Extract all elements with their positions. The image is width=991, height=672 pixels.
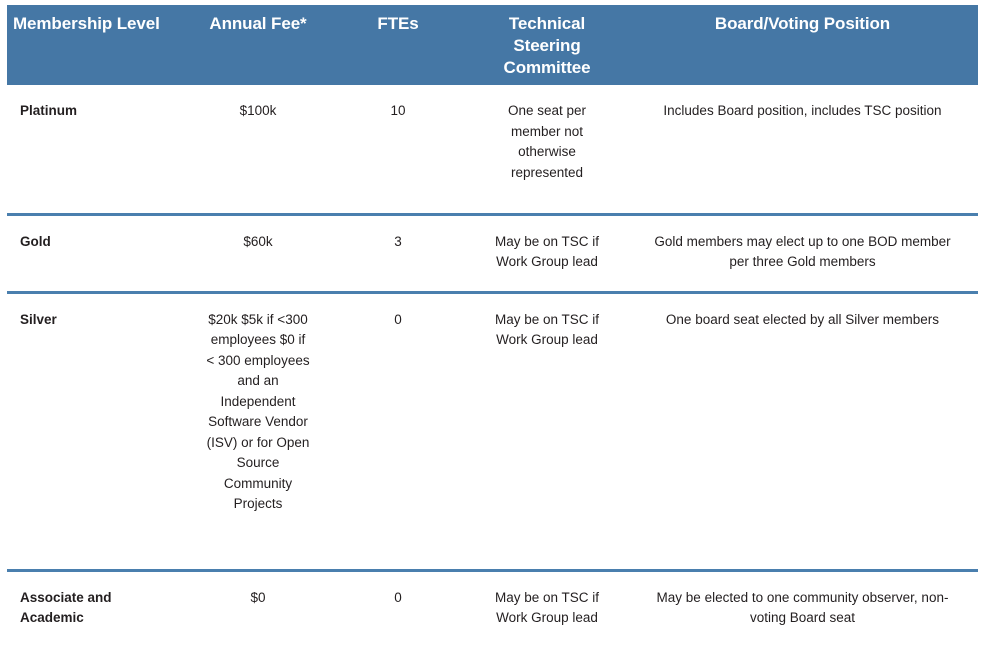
cell-level-platinum-text: Platinum (20, 103, 78, 118)
membership-levels-table-container: Membership Level Annual Fee* FTEs Techni… (7, 5, 978, 660)
cell-board-platinum: Includes Board position, includes TSC po… (627, 85, 978, 216)
table-body: Platinum $100k 10 One seat per member no… (7, 85, 978, 660)
table-header-row: Membership Level Annual Fee* FTEs Techni… (7, 5, 978, 85)
cell-level-gold-text: Gold (20, 233, 51, 249)
cell-tsc-platinum: One seat per member not otherwise repres… (467, 85, 627, 216)
cell-tsc-associate-text: May be on TSC if Work Group lead (494, 589, 600, 626)
cell-fee-associate: $0 (187, 570, 329, 660)
cell-tsc-silver-text: May be on TSC if Work Group lead (494, 311, 600, 348)
cell-board-silver: One board seat elected by all Silver mem… (627, 292, 978, 572)
membership-levels-table: Membership Level Annual Fee* FTEs Techni… (7, 5, 978, 660)
cell-ftes-associate: 0 (329, 570, 467, 660)
column-header-annual-fee: Annual Fee* (187, 5, 329, 85)
cell-tsc-silver: May be on TSC if Work Group lead (467, 292, 627, 572)
cell-board-silver-text: One board seat elected by all Silver mem… (665, 311, 940, 327)
cell-level-gold: Gold (7, 214, 187, 294)
cell-fee-silver: $20k $5k if <300 employees $0 if < 300 e… (187, 292, 329, 572)
cell-tsc-platinum-text: One seat per member not otherwise repres… (507, 103, 587, 180)
cell-level-associate: Associate and Academic (7, 570, 187, 660)
cell-tsc-gold: May be on TSC if Work Group lead (467, 214, 627, 294)
cell-ftes-platinum: 10 (329, 85, 467, 216)
column-header-membership-level: Membership Level (7, 5, 187, 85)
cell-board-associate: May be elected to one community observer… (627, 570, 978, 660)
cell-fee-associate-text: $0 (250, 589, 266, 605)
column-header-board-voting-position: Board/Voting Position (627, 5, 978, 85)
table-row-silver: Silver $20k $5k if <300 employees $0 if … (7, 292, 978, 572)
column-header-technical-steering-committee: Technical Steering Committee (467, 5, 627, 85)
cell-fee-silver-text: $20k $5k if <300 employees $0 if < 300 e… (206, 311, 310, 512)
cell-level-platinum: Platinum (7, 85, 187, 216)
cell-level-silver: Silver (7, 292, 187, 572)
cell-board-associate-text: May be elected to one community observer… (656, 589, 949, 626)
cell-fee-gold: $60k (187, 214, 329, 294)
column-header-ftes: FTEs (329, 5, 467, 85)
cell-tsc-associate: May be on TSC if Work Group lead (467, 570, 627, 660)
cell-ftes-gold: 3 (329, 214, 467, 294)
cell-fee-platinum-text: $100k (239, 103, 277, 118)
cell-fee-platinum: $100k (187, 85, 329, 216)
cell-ftes-silver: 0 (329, 292, 467, 572)
cell-board-platinum-text: Includes Board position, includes TSC po… (663, 103, 942, 118)
table-row-associate-and-academic: Associate and Academic $0 0 May be on TS… (7, 570, 978, 660)
table-row-gold: Gold $60k 3 May be on TSC if Work Group … (7, 214, 978, 294)
cell-level-associate-text: Associate and Academic (20, 589, 112, 626)
table-row-platinum: Platinum $100k 10 One seat per member no… (7, 85, 978, 216)
cell-board-gold: Gold members may elect up to one BOD mem… (627, 214, 978, 294)
table-header: Membership Level Annual Fee* FTEs Techni… (7, 5, 978, 85)
cell-fee-gold-text: $60k (243, 233, 273, 249)
cell-tsc-gold-text: May be on TSC if Work Group lead (494, 233, 600, 270)
cell-level-silver-text: Silver (20, 311, 57, 327)
cell-board-gold-text: Gold members may elect up to one BOD mem… (654, 233, 951, 270)
